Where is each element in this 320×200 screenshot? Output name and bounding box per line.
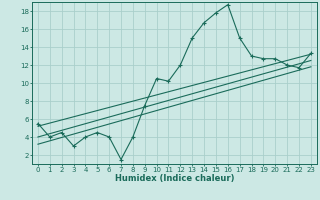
X-axis label: Humidex (Indice chaleur): Humidex (Indice chaleur) bbox=[115, 174, 234, 183]
